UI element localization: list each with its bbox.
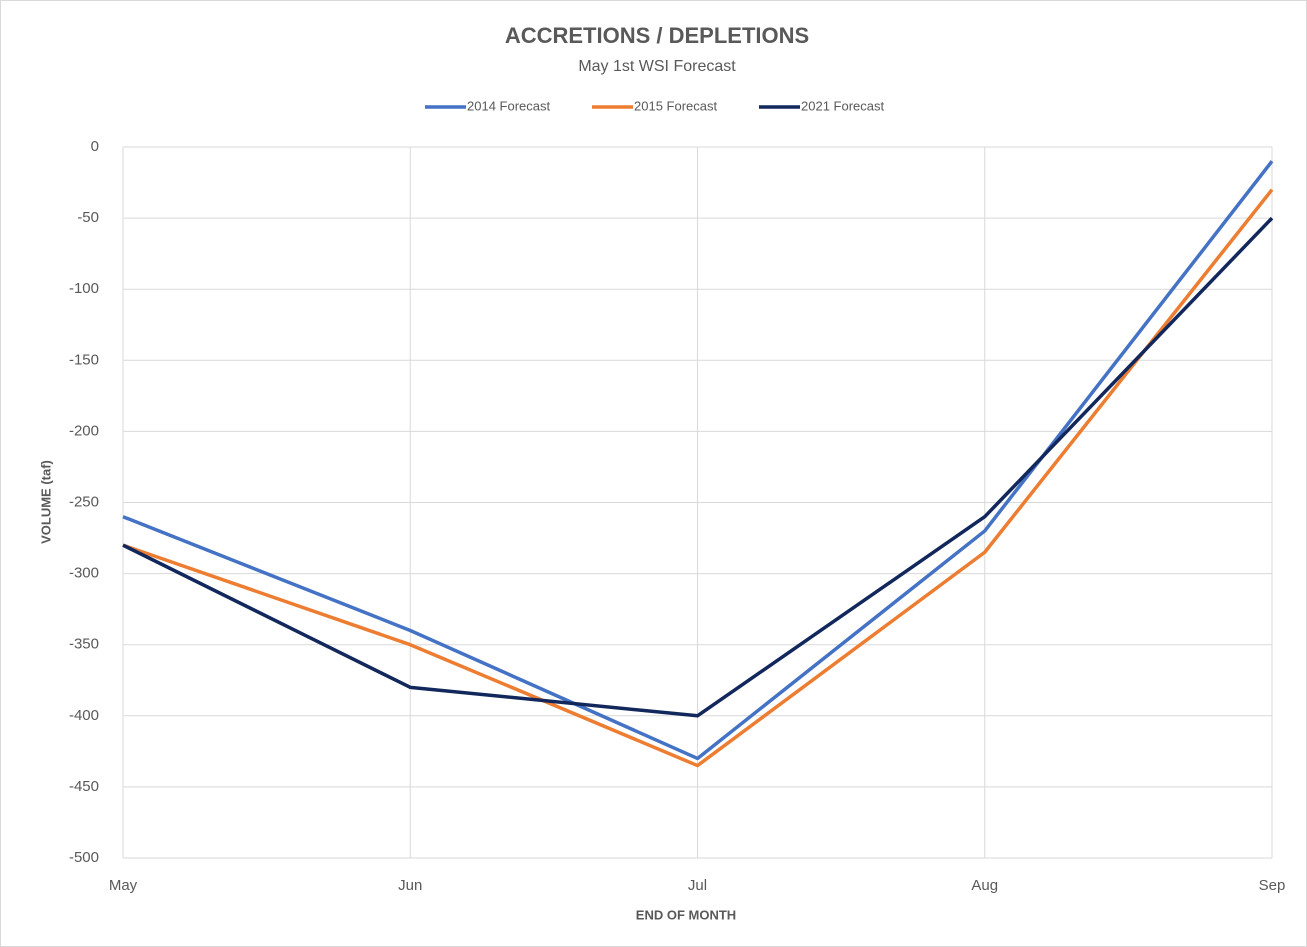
x-tick-label: Sep — [1259, 877, 1286, 894]
series-line — [122, 188, 1274, 768]
y-tick-label: 0 — [91, 138, 99, 155]
y-tick-label: -200 — [69, 422, 99, 439]
chart-title: ACCRETIONS / DEPLETIONS — [505, 23, 809, 48]
y-tick-label: -350 — [69, 636, 99, 653]
series-line — [122, 160, 1274, 761]
y-tick-label: -100 — [69, 280, 99, 297]
chart-subtitle: May 1st WSI Forecast — [578, 58, 736, 75]
y-tick-label: -300 — [69, 565, 99, 582]
y-tick-label: -250 — [69, 493, 99, 510]
legend-label: 2014 Forecast — [467, 98, 550, 113]
x-tick-label: May — [109, 877, 138, 894]
y-axis-title: VOLUME (taf) — [38, 460, 53, 544]
x-tick-label: Aug — [971, 877, 998, 894]
x-tick-label: Jun — [398, 877, 422, 894]
y-tick-label: -450 — [69, 778, 99, 795]
series-line — [122, 216, 1274, 718]
x-tick-label: Jul — [688, 877, 707, 894]
y-tick-label: -150 — [69, 351, 99, 368]
legend-label: 2021 Forecast — [801, 98, 884, 113]
y-tick-label: -400 — [69, 707, 99, 724]
y-tick-label: -50 — [77, 209, 99, 226]
x-axis-title: END OF MONTH — [636, 907, 736, 922]
y-tick-label: -500 — [69, 849, 99, 866]
legend-label: 2015 Forecast — [634, 98, 717, 113]
